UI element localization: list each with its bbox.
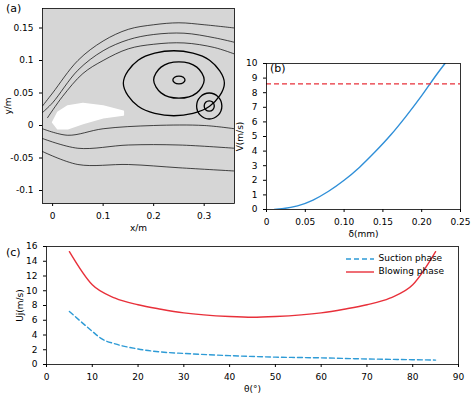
svg-text:0.05: 0.05 — [13, 88, 33, 98]
svg-text:0.25: 0.25 — [450, 217, 470, 227]
svg-text:θ(°): θ(°) — [244, 384, 261, 394]
svg-text:40: 40 — [224, 372, 236, 382]
svg-text:4: 4 — [32, 330, 38, 340]
svg-text:0: 0 — [252, 204, 258, 214]
svg-text:10: 10 — [246, 58, 258, 68]
svg-text:10: 10 — [87, 372, 99, 382]
svg-text:0.15: 0.15 — [13, 23, 33, 33]
svg-text:V(m/s): V(m/s) — [235, 122, 245, 152]
svg-text:0.10: 0.10 — [334, 217, 354, 227]
html-text:(a): (a) — [6, 2, 22, 15]
svg-text:0: 0 — [28, 120, 34, 130]
svg-text:0.2: 0.2 — [146, 211, 160, 221]
svg-text:60: 60 — [315, 372, 327, 382]
svg-text:0.1: 0.1 — [19, 55, 33, 65]
svg-text:-0.05: -0.05 — [10, 153, 33, 163]
svg-text:y/m: y/m — [3, 97, 13, 114]
svg-text:0.1: 0.1 — [96, 211, 110, 221]
svg-text:14: 14 — [26, 256, 38, 266]
svg-text:5: 5 — [252, 131, 258, 141]
svg-text:0.20: 0.20 — [412, 217, 432, 227]
svg-text:0.3: 0.3 — [197, 211, 211, 221]
svg-text:δ(mm): δ(mm) — [348, 229, 378, 239]
svg-text:6: 6 — [32, 315, 38, 325]
svg-text:7: 7 — [252, 102, 258, 112]
svg-text:10: 10 — [26, 286, 38, 296]
svg-text:4: 4 — [252, 146, 258, 156]
svg-text:-0.1: -0.1 — [16, 185, 34, 195]
svg-text:20: 20 — [132, 372, 144, 382]
svg-text:1: 1 — [252, 190, 258, 200]
svg-text:0.15: 0.15 — [373, 217, 393, 227]
svg-text:50: 50 — [270, 372, 282, 382]
svg-text:x/m: x/m — [130, 223, 147, 233]
svg-text:Uj(m/s): Uj(m/s) — [15, 289, 25, 322]
svg-text:8: 8 — [252, 88, 258, 98]
html-text:Blowing phase: Blowing phase — [378, 266, 444, 276]
svg-text:0: 0 — [32, 359, 38, 369]
svg-text:8: 8 — [32, 300, 38, 310]
svg-text:80: 80 — [407, 372, 419, 382]
svg-text:30: 30 — [178, 372, 190, 382]
svg-text:70: 70 — [361, 372, 373, 382]
svg-text:0.05: 0.05 — [295, 217, 315, 227]
html-text:(b): (b) — [270, 62, 286, 75]
svg-text:12: 12 — [26, 271, 37, 281]
html-text:Suction phase: Suction phase — [378, 253, 443, 263]
svg-text:0: 0 — [50, 211, 56, 221]
svg-text:3: 3 — [252, 161, 258, 171]
svg-text:0: 0 — [44, 372, 50, 382]
svg-text:6: 6 — [252, 117, 258, 127]
html-text:(c): (c) — [6, 246, 21, 259]
svg-text:2: 2 — [252, 175, 258, 185]
svg-text:0: 0 — [264, 217, 270, 227]
svg-text:9: 9 — [252, 73, 258, 83]
svg-text:16: 16 — [26, 241, 38, 251]
svg-text:2: 2 — [32, 345, 38, 355]
svg-text:90: 90 — [453, 372, 465, 382]
